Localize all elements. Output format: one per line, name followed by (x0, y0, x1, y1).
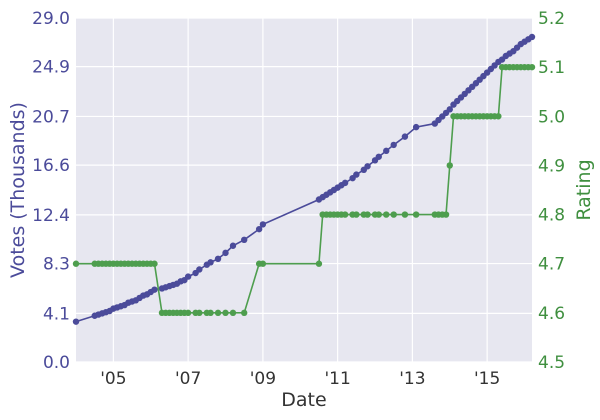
x-tick-label: '11 (324, 369, 350, 389)
y-left-tick-label: 24.9 (32, 58, 70, 78)
rating-point (375, 211, 382, 218)
rating-point (184, 309, 192, 317)
rating-point (495, 113, 502, 120)
y-right-tick-label: 4.5 (538, 353, 565, 373)
right-axis-ticks: 4.5 4.6 4.7 4.8 4.9 5.0 5.1 5.2 (538, 9, 565, 373)
y-left-tick-label: 12.4 (32, 206, 70, 226)
votes-point (255, 225, 263, 233)
rating-point (72, 260, 80, 267)
votes-point (341, 179, 349, 187)
votes-point (364, 163, 371, 170)
rating-point (315, 260, 323, 267)
votes-point (229, 242, 237, 249)
votes-point (259, 221, 267, 228)
votes-point (196, 266, 203, 273)
y-left-tick-label: 29.0 (32, 9, 70, 29)
y-right-tick-label: 4.9 (538, 156, 565, 176)
y-left-tick-label: 16.6 (32, 156, 70, 176)
rating-point (196, 309, 203, 317)
votes-series (72, 33, 536, 325)
rating-point (390, 211, 397, 218)
rating-point (446, 162, 453, 169)
x-tick-label: '13 (399, 369, 425, 389)
rating-point (528, 63, 536, 71)
x-axis-ticks: '05 '07 '09 '11 '13 '15 (100, 369, 500, 389)
rating-point (207, 309, 214, 317)
rating-point (401, 211, 409, 218)
votes-point (375, 153, 382, 160)
grid (76, 17, 532, 363)
votes-point (207, 259, 214, 266)
votes-point (184, 273, 192, 280)
votes-point (353, 171, 360, 178)
plot-area (76, 18, 532, 362)
y-axis-label-right: Rating (573, 159, 595, 220)
rating-point (364, 211, 371, 218)
rating-point (222, 309, 229, 317)
y-right-tick-label: 5.1 (538, 58, 565, 78)
votes-point (72, 318, 80, 325)
votes-point (446, 106, 453, 113)
votes-point (214, 255, 222, 262)
rating-point (353, 211, 360, 218)
votes-point (390, 141, 397, 149)
left-axis-ticks: 0.0 4.1 8.3 12.4 16.6 20.7 24.9 29.0 (32, 9, 70, 373)
rating-series (72, 63, 536, 317)
rating-point (341, 211, 349, 218)
y-left-tick-label: 20.7 (32, 107, 70, 127)
votes-point (222, 249, 229, 257)
votes-point (151, 286, 158, 293)
rating-point (214, 309, 222, 317)
rating-point (383, 211, 390, 218)
rating-point (240, 309, 248, 317)
x-tick-label: '05 (100, 369, 126, 389)
x-axis-label: Date (281, 389, 326, 411)
y-left-tick-label: 4.1 (43, 304, 70, 324)
votes-point (412, 123, 420, 131)
x-tick-label: '09 (250, 369, 276, 389)
rating-point (229, 309, 237, 317)
x-tick-label: '15 (474, 369, 500, 389)
rating-point (412, 211, 420, 218)
x-tick-label: '07 (175, 369, 201, 389)
y-right-tick-label: 4.8 (538, 206, 565, 226)
votes-point (401, 133, 409, 140)
y-right-tick-label: 4.6 (538, 304, 565, 324)
y-axis-label-left: Votes (Thousands) (7, 102, 29, 278)
y-left-tick-label: 8.3 (43, 255, 70, 275)
y-right-tick-label: 5.2 (538, 9, 565, 29)
y-right-tick-label: 5.0 (538, 107, 565, 127)
votes-point (383, 147, 390, 155)
rating-point (259, 260, 267, 267)
y-right-tick-label: 4.7 (538, 255, 565, 275)
votes-point (528, 33, 536, 41)
rating-point (151, 260, 158, 267)
y-left-tick-label: 0.0 (43, 353, 70, 373)
votes-point (240, 236, 248, 244)
rating-point (442, 211, 450, 218)
